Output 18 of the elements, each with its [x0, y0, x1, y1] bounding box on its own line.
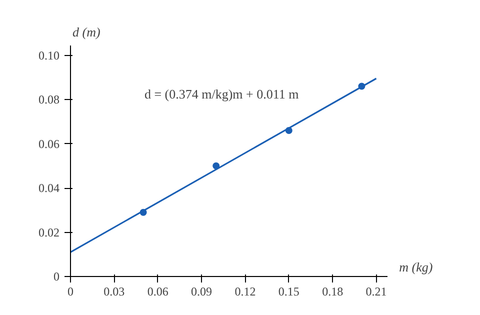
- annotation: d = (0.374 m/kg)m + 0.011 m: [144, 86, 299, 102]
- y-tick-label: 0: [54, 270, 60, 284]
- x-tick-label: 0.21: [366, 284, 387, 298]
- x-tick-label: 0: [68, 284, 74, 298]
- y-tick-label: 0.04: [38, 181, 60, 196]
- y-tick-label: 0.08: [38, 92, 60, 107]
- y-tick-label: 0.10: [38, 48, 60, 62]
- y-tick-label: 0.02: [38, 225, 60, 240]
- y-axis-title: d (m): [72, 24, 100, 40]
- x-tick-label: 0.18: [322, 284, 344, 298]
- point: [212, 162, 220, 170]
- x-tick-label: 0.03: [104, 284, 125, 298]
- x-tick-label: 0.15: [278, 284, 300, 298]
- y-tick-label: 0.06: [38, 136, 60, 151]
- x-axis-title: m (kg): [399, 260, 433, 274]
- x-tick-label: 0.06: [147, 284, 168, 298]
- x-tick-label: 0.09: [191, 284, 212, 298]
- x-tick-label: 0.12: [234, 284, 256, 298]
